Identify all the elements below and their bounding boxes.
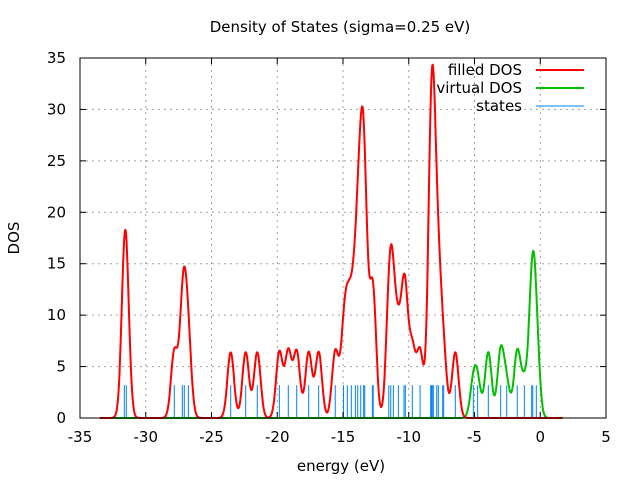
legend-label: filled DOS: [448, 61, 522, 79]
y-tick-label: 10: [47, 306, 66, 324]
x-axis-label: energy (eV): [297, 457, 385, 475]
grid: [80, 58, 606, 418]
legend-label: virtual DOS: [436, 79, 522, 97]
y-tick-label: 25: [47, 152, 66, 170]
y-tick-label: 5: [56, 358, 66, 376]
x-tick-label: -10: [397, 428, 422, 446]
x-tick-label: 0: [535, 428, 545, 446]
axis-ticks: -35 -30 -25 -20 -15 -10 -5 0 5 0 5 10 15 20 25 30 35: [47, 49, 611, 446]
x-tick-label: -20: [265, 428, 290, 446]
x-tick-label: -25: [199, 428, 224, 446]
y-tick-label: 30: [47, 100, 66, 118]
x-tick-label: -5: [467, 428, 482, 446]
y-tick-label: 15: [47, 255, 66, 273]
y-axis-label: DOS: [5, 222, 23, 255]
dos-curves: [99, 63, 564, 419]
x-tick-label: 5: [601, 428, 611, 446]
chart-title: Density of States (sigma=0.25 eV): [210, 18, 471, 36]
legend-label: states: [476, 97, 522, 115]
x-tick-label: -35: [68, 428, 93, 446]
y-tick-label: 20: [47, 203, 66, 221]
y-tick-label: 0: [56, 409, 66, 427]
y-tick-label: 35: [47, 49, 66, 67]
x-tick-label: -15: [331, 428, 356, 446]
filled-dos-line: [99, 63, 564, 419]
state-markers: [123, 385, 537, 418]
x-tick-label: -30: [134, 428, 159, 446]
